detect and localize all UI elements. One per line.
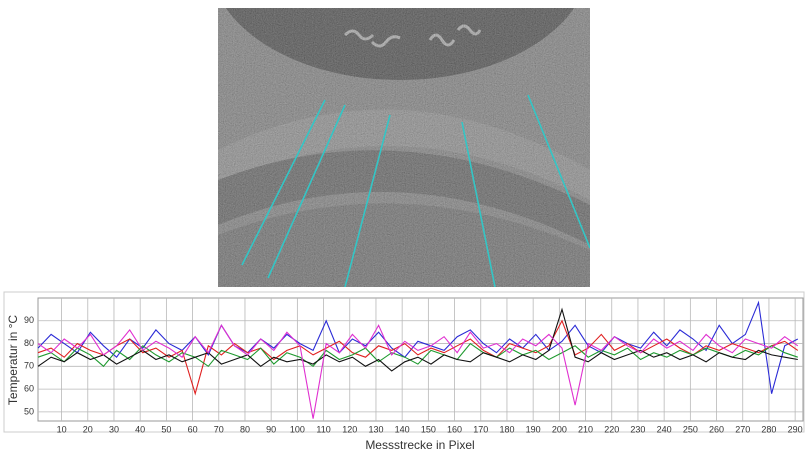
x-tick-label: 100 — [290, 424, 305, 434]
y-tick-label: 60 — [24, 383, 34, 393]
x-tick-label: 50 — [161, 424, 171, 434]
data-line — [37, 300, 799, 394]
y-tick-label: 70 — [24, 361, 34, 371]
x-tick-label: 110 — [316, 424, 330, 434]
x-tick-label: 120 — [342, 424, 357, 434]
x-tick-label: 10 — [57, 424, 67, 434]
y-tick-label: 80 — [24, 338, 34, 348]
x-tick-label: 190 — [526, 424, 541, 434]
x-tick-label: 220 — [604, 424, 619, 434]
x-tick-label: 130 — [368, 424, 383, 434]
x-tick-label: 140 — [395, 424, 410, 434]
x-tick-label: 170 — [473, 424, 488, 434]
y-axis-title: Temperatur in °C — [6, 315, 20, 405]
data-line — [37, 319, 799, 396]
x-tick-label: 180 — [499, 424, 514, 434]
y-tick-label: 50 — [24, 406, 34, 416]
chart-frame — [3, 291, 805, 433]
x-tick-label: 60 — [188, 424, 198, 434]
data-line — [37, 324, 799, 419]
x-tick-label: 90 — [266, 424, 276, 434]
x-axis-title: Messstrecke in Pixel — [365, 438, 474, 452]
x-tick-label: 150 — [421, 424, 436, 434]
x-tick-label: 80 — [240, 424, 250, 434]
x-tick-label: 240 — [657, 424, 672, 434]
x-tick-label: 160 — [447, 424, 462, 434]
data-line — [37, 307, 798, 372]
x-tick-label: 290 — [788, 424, 803, 434]
x-tick-label: 200 — [552, 424, 567, 434]
x-tick-label: 30 — [109, 424, 119, 434]
x-tick-label: 250 — [683, 424, 698, 434]
y-tick-label: 90 — [24, 315, 34, 325]
plot-area — [37, 297, 804, 422]
x-tick-label: 230 — [630, 424, 645, 434]
x-tick-label: 20 — [83, 424, 93, 434]
x-tick-label: 260 — [709, 424, 724, 434]
x-tick-label: 40 — [135, 424, 145, 434]
x-tick-label: 70 — [214, 424, 224, 434]
x-tick-label: 280 — [761, 424, 776, 434]
x-tick-label: 270 — [735, 424, 750, 434]
x-tick-label: 210 — [578, 424, 593, 434]
thermal-image — [218, 8, 590, 287]
